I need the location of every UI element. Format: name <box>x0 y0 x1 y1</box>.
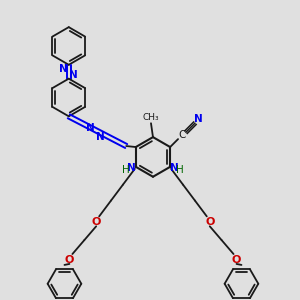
Text: N: N <box>59 64 68 74</box>
Text: H: H <box>122 165 130 175</box>
Text: C: C <box>178 130 186 140</box>
Text: H: H <box>176 165 184 175</box>
Text: N: N <box>96 132 105 142</box>
Text: O: O <box>232 255 241 265</box>
Text: N: N <box>86 123 95 133</box>
Text: O: O <box>65 255 74 265</box>
Text: N: N <box>170 163 178 173</box>
Text: N: N <box>69 70 78 80</box>
Text: N: N <box>194 114 203 124</box>
Text: CH₃: CH₃ <box>143 113 159 122</box>
Text: N: N <box>128 163 136 173</box>
Text: O: O <box>92 217 101 227</box>
Text: O: O <box>205 217 214 227</box>
